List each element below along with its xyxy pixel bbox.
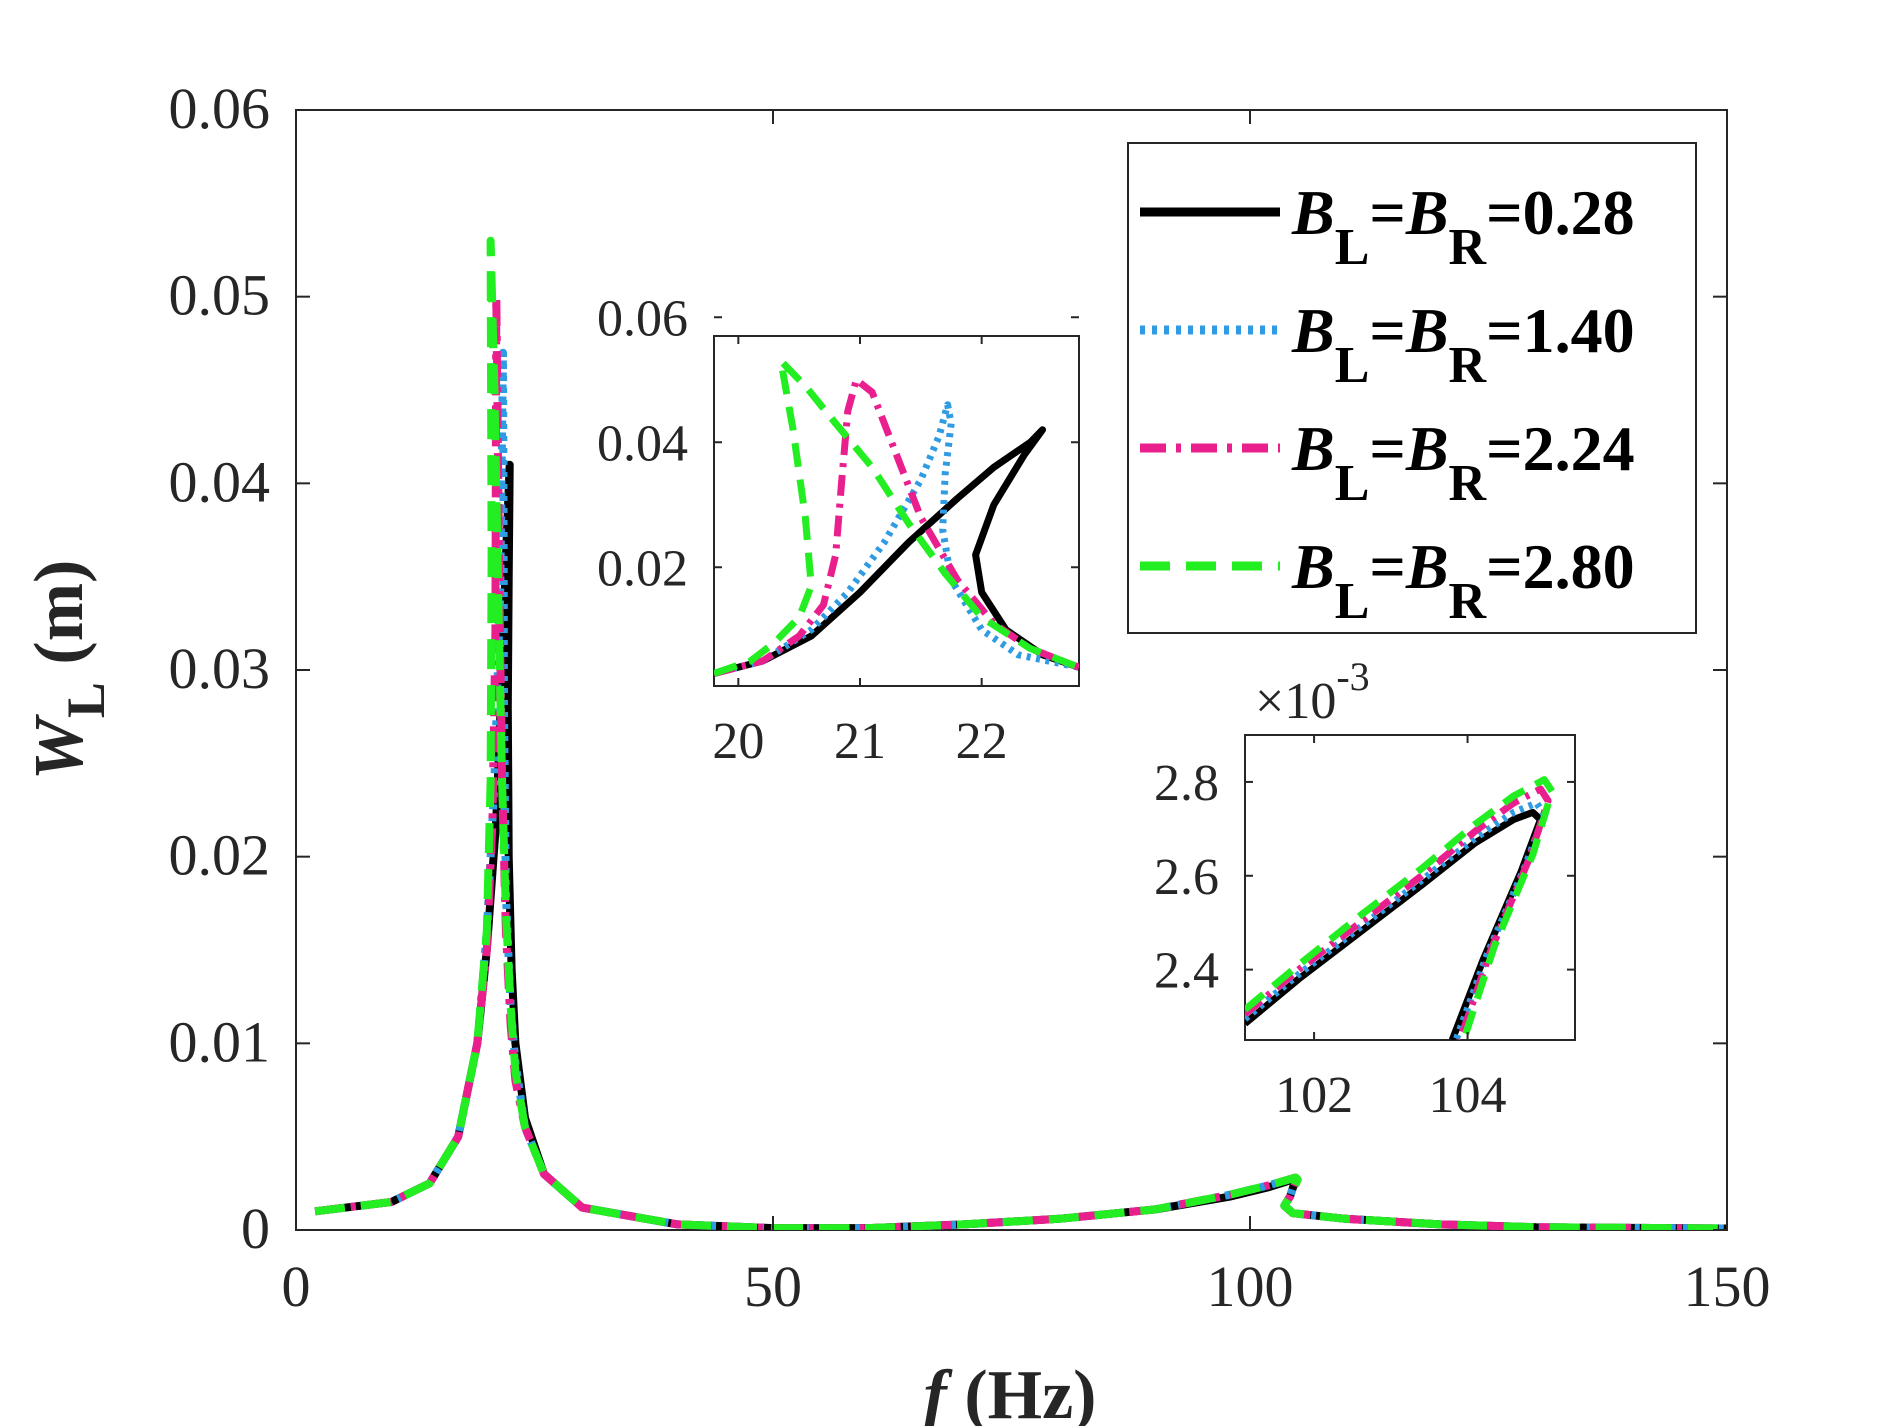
legend-entries: BL=BR=0.28 BL=BR=1.40 BL=BR=2.24 BL=BR=2.80 <box>1140 177 1635 630</box>
main-ytick-label: 0.02 <box>169 823 271 888</box>
inset2-lines <box>1245 776 1556 1040</box>
inset1-series-0 <box>714 426 1079 677</box>
main-ytick-label: 0.06 <box>169 76 271 141</box>
legend: BL=BR=0.28 BL=BR=1.40 BL=BR=2.24 BL=BR=2.80 <box>1127 142 1697 634</box>
main-ytick-label: 0.03 <box>169 636 271 701</box>
legend-label-3: BL=BR=2.80 <box>1291 531 1635 630</box>
inset1-xtick-label: 20 <box>712 713 764 770</box>
legend-label-2: BL=BR=2.24 <box>1291 413 1635 512</box>
inset1-ytick-label: 0.06 <box>597 290 688 347</box>
inset2-frame <box>1244 734 1576 1041</box>
legend-label-0: BL=BR=0.28 <box>1291 177 1635 276</box>
inset1-frame <box>713 335 1080 687</box>
main-ytick-label: 0.04 <box>169 449 271 514</box>
inset2-ticks: 102 104 2.4 2.6 2.8 <box>1154 735 1575 1124</box>
main-xtick-label: 100 <box>1207 1254 1294 1319</box>
inset1-series-3 <box>714 357 1079 677</box>
inset1-ytick-label: 0.04 <box>597 415 688 472</box>
legend-label-1: BL=BR=1.40 <box>1291 295 1635 394</box>
x-axis-label: f (Hz) <box>924 1357 1097 1426</box>
inset1-xtick-label: 21 <box>834 713 886 770</box>
inset2-ytick-label: 2.6 <box>1154 849 1219 906</box>
inset1-series-1 <box>714 401 1079 677</box>
legend-box <box>1127 142 1697 634</box>
inset2-ytick-label: 2.8 <box>1154 755 1219 812</box>
main-ytick-label: 0.05 <box>169 263 271 328</box>
inset1-xtick-label: 22 <box>956 713 1008 770</box>
inset2-xtick-label: 102 <box>1275 1067 1353 1124</box>
y-axis-label: WL (m) <box>21 560 116 781</box>
main-ytick-label: 0 <box>241 1196 270 1261</box>
main-series-3 <box>314 236 1727 1230</box>
inset2-xtick-label: 104 <box>1429 1067 1507 1124</box>
main-ytick-label: 0.01 <box>169 1009 271 1074</box>
main-xtick-label: 0 <box>282 1254 311 1319</box>
inset-plot-resonance-20-22hz: 20 21 22 0.02 0.04 0.06 <box>597 290 1080 770</box>
inset1-series-2 <box>714 376 1079 677</box>
inset1-ticks: 20 21 22 0.02 0.04 0.06 <box>597 290 1079 770</box>
inset2-multiplier-label: ×10-3 <box>1255 654 1370 730</box>
main-xtick-label: 50 <box>744 1254 802 1319</box>
inset2-series-3 <box>1245 776 1556 1040</box>
inset1-ytick-label: 0.02 <box>597 540 688 597</box>
main-plot-lines <box>314 236 1727 1230</box>
main-xtick-label: 150 <box>1684 1254 1771 1319</box>
inset-plot-peak-102-104hz: 102 104 2.4 2.6 2.8 ×10-3 <box>1154 654 1576 1124</box>
inset2-series-1 <box>1245 799 1548 1040</box>
inset2-ytick-label: 2.4 <box>1154 943 1219 1000</box>
main-plot: 0 50 100 150 0 0.01 0.02 0.03 0.04 0.05 0.06 f (Hz… <box>21 76 1771 1426</box>
inset1-lines <box>714 357 1079 677</box>
main-plot-ticks: 0 50 100 150 0 0.01 0.02 0.03 0.04 0.05 0.06 <box>169 76 1771 1319</box>
